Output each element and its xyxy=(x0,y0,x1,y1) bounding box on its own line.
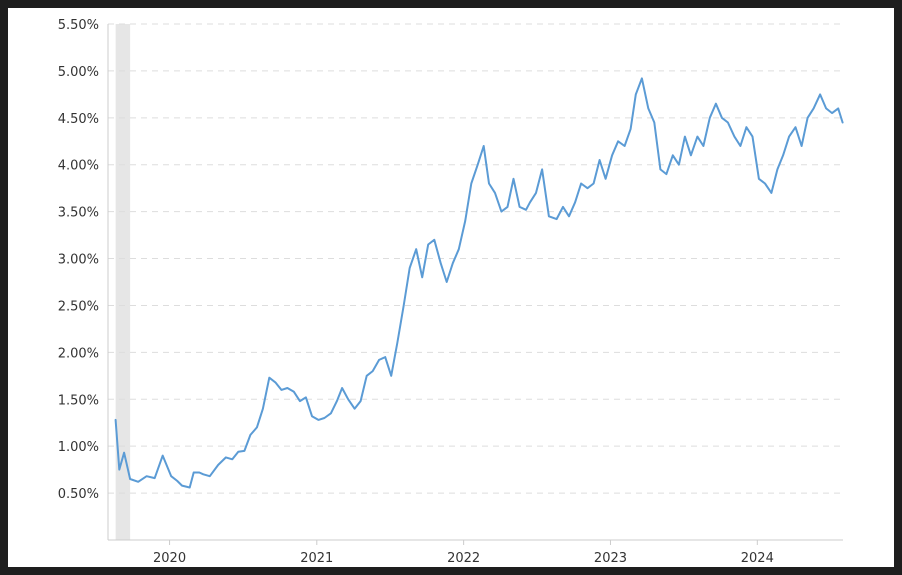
y-tick-label: 3.50% xyxy=(58,206,99,221)
shaded-period xyxy=(115,24,131,540)
series-line xyxy=(114,77,844,489)
axes xyxy=(107,24,843,545)
gridlines xyxy=(108,23,843,494)
line-chart: 0.50% 1.00% 1.50% 2.00% 2.50% 3.00% 3.50% 4.00%… xyxy=(58,18,844,566)
y-tick-label: 5.50% xyxy=(58,18,99,33)
y-tick-label: 4.50% xyxy=(58,112,99,127)
y-tick-label: 3.00% xyxy=(58,253,99,268)
x-tick-label: 2022 xyxy=(447,551,480,566)
y-tick-labels: 0.50% 1.00% 1.50% 2.00% 2.50% 3.00% 3.50% 4.00%… xyxy=(58,18,99,502)
shaded-region-layer xyxy=(115,24,131,540)
y-tick-label: 1.50% xyxy=(58,393,99,408)
y-tick-label: 4.00% xyxy=(58,159,99,174)
series-layer xyxy=(114,77,844,489)
y-tick-label: 1.00% xyxy=(58,440,99,455)
x-tick-label: 2021 xyxy=(300,551,333,566)
x-tick-label: 2020 xyxy=(153,551,186,566)
x-tick-labels: 2020 2021 2022 2023 2024 xyxy=(153,551,774,566)
y-tick-label: 0.50% xyxy=(58,487,99,502)
x-tick-label: 2024 xyxy=(741,551,774,566)
y-tick-label: 5.00% xyxy=(58,65,99,80)
chart-panel: 0.50% 1.00% 1.50% 2.00% 2.50% 3.00% 3.50% 4.00%… xyxy=(8,8,894,567)
y-tick-label: 2.50% xyxy=(58,299,99,314)
y-tick-label: 2.00% xyxy=(58,346,99,361)
x-tick-label: 2023 xyxy=(594,551,627,566)
